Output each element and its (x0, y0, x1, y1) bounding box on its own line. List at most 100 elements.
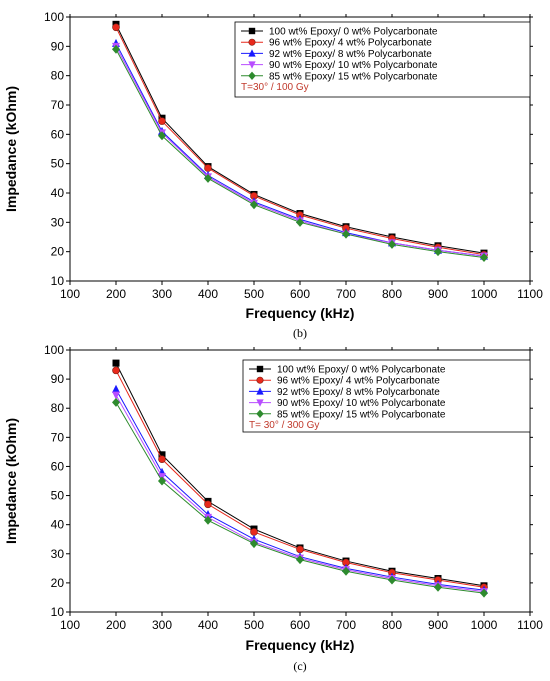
x-tick-label: 1100 (517, 287, 543, 301)
legend-entry-3: 90 wt% Epoxy/ 10 wt% Polycarbonate (269, 60, 438, 71)
x-tick-label: 600 (290, 618, 310, 632)
y-tick-label: 70 (51, 98, 65, 112)
legend-marker-2 (256, 387, 264, 395)
data-point-s4-p3 (250, 200, 258, 210)
y-tick-label: 60 (51, 459, 65, 473)
x-tick-label: 900 (428, 287, 448, 301)
data-point-s4-p3 (250, 539, 258, 549)
data-point-s4-p6 (388, 239, 396, 249)
data-point-s4-p4 (296, 555, 304, 565)
legend-entry-3: 90 wt% Epoxy/ 10 wt% Polycarbonate (277, 398, 446, 409)
data-point-s1-p3 (250, 528, 258, 536)
y-tick-label: 40 (51, 186, 65, 200)
legend-entry-2: 92 wt% Epoxy/ 8 wt% Polycarbonate (269, 49, 432, 60)
x-tick-label: 700 (336, 287, 356, 301)
legend-entry-0: 100 wt% Epoxy/ 0 wt% Polycarbonate (269, 27, 438, 38)
x-tick-label: 500 (244, 618, 264, 632)
condition-annotation: T= 30° / 300 Gy (249, 420, 319, 431)
legend-marker-4 (248, 71, 256, 80)
legend-marker-3 (256, 399, 264, 407)
x-tick-label: 400 (198, 618, 218, 632)
y-tick-label: 100 (44, 10, 64, 24)
data-point-s4-p2 (204, 515, 212, 525)
x-tick-label: 700 (336, 618, 356, 632)
legend-box (234, 21, 531, 98)
y-tick-label: 90 (51, 372, 65, 386)
legend-entry-4: 85 wt% Epoxy/ 15 wt% Polycarbonate (277, 409, 446, 420)
y-tick-label: 100 (44, 343, 64, 357)
chart-panel-c: 100 200 300 400 500 600 700 800 900 1000 1100 10 20 3… (3, 343, 543, 673)
panel-label: (c) (293, 659, 306, 673)
legend-box (242, 359, 531, 433)
y-axis-label: Impedance (kOhm) (3, 86, 19, 212)
data-point-s4-p7 (434, 582, 442, 592)
data-point-s4-p8 (480, 588, 488, 598)
legend-entry-1: 96 wt% Epoxy/ 4 wt% Polycarbonate (269, 38, 432, 49)
y-tick-label: 30 (51, 215, 65, 229)
y-tick-label: 60 (51, 127, 65, 141)
data-point-s1-p2 (204, 164, 212, 172)
data-point-s4-p8 (480, 253, 488, 263)
data-point-s0-p0 (112, 359, 120, 367)
data-point-s1-p2 (204, 500, 212, 509)
x-tick-label: 1100 (517, 618, 543, 632)
x-tick-label: 800 (382, 618, 402, 632)
data-point-s2-p0 (112, 384, 120, 393)
x-tick-label: 200 (106, 618, 126, 632)
y-tick-label: 50 (51, 489, 65, 503)
x-tick-label: 900 (428, 618, 448, 632)
legend-marker-1 (256, 376, 264, 384)
data-point-s4-p7 (434, 247, 442, 257)
y-tick-label: 80 (51, 69, 65, 83)
data-point-s1-p0 (112, 23, 120, 32)
legend-marker-3 (248, 61, 256, 69)
y-tick-label: 30 (51, 547, 65, 561)
data-point-s1-p0 (112, 366, 120, 375)
data-point-s3-p0 (112, 391, 120, 400)
data-point-s4-p6 (388, 575, 396, 585)
y-tick-label: 20 (51, 245, 65, 259)
legend-entry-4: 85 wt% Epoxy/ 15 wt% Polycarbonate (269, 71, 438, 82)
x-tick-label: 1000 (471, 618, 498, 632)
y-tick-label: 50 (51, 157, 65, 171)
y-tick-label: 70 (51, 430, 65, 444)
data-point-s0-p1 (158, 451, 166, 459)
legend-marker-4 (256, 409, 264, 418)
y-tick-label: 10 (51, 605, 65, 619)
legend-marker-1 (248, 38, 256, 46)
x-tick-label: 400 (198, 287, 218, 301)
legend-marker-0 (256, 365, 264, 373)
x-tick-label: 500 (244, 287, 264, 301)
data-point-s4-p2 (204, 173, 212, 183)
y-tick-label: 40 (51, 518, 65, 532)
y-tick-label: 20 (51, 576, 65, 590)
y-tick-label: 80 (51, 401, 65, 415)
legend-entry-2: 92 wt% Epoxy/ 8 wt% Polycarbonate (277, 387, 440, 398)
x-axis-label: Frequency (kHz) (246, 305, 355, 321)
condition-annotation: T=30° / 100 Gy (241, 82, 309, 93)
x-tick-label: 100 (60, 618, 80, 632)
x-tick-label: 300 (152, 287, 172, 301)
data-point-s4-p1 (158, 476, 166, 486)
x-tick-label: 200 (106, 287, 126, 301)
y-tick-label: 90 (51, 39, 65, 53)
data-point-s1-p4 (296, 545, 304, 554)
legend-entry-0: 100 wt% Epoxy/ 0 wt% Polycarbonate (277, 365, 446, 376)
x-tick-label: 300 (152, 618, 172, 632)
x-tick-label: 1000 (471, 287, 498, 301)
x-tick-label: 600 (290, 287, 310, 301)
data-point-s4-p1 (158, 131, 166, 141)
legend-marker-2 (248, 49, 256, 57)
legend-marker-0 (248, 27, 256, 35)
data-point-s4-p5 (342, 566, 350, 576)
legend-entry-1: 96 wt% Epoxy/ 4 wt% Polycarbonate (277, 376, 440, 387)
chart-panel-b: 100 200 300 400 500 600 700 800 900 1000 1100 10 20 3… (3, 10, 543, 340)
data-point-s4-p0 (112, 44, 120, 54)
data-point-s4-p0 (112, 397, 120, 407)
panel-label: (b) (293, 326, 307, 340)
y-axis-label: Impedance (kOhm) (3, 418, 19, 544)
data-point-s4-p5 (342, 229, 350, 239)
x-tick-label: 100 (60, 287, 80, 301)
x-axis-label: Frequency (kHz) (246, 637, 355, 653)
